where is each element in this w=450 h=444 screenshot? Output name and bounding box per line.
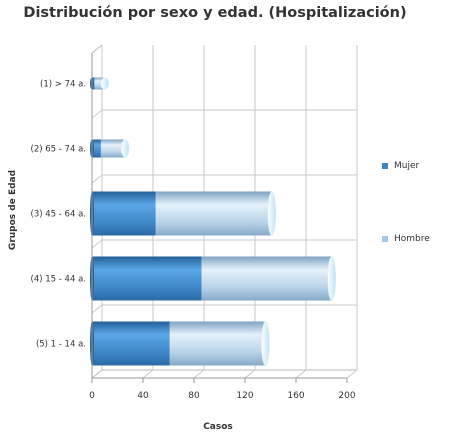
gridline-y-depth xyxy=(91,239,103,249)
gridline-floor xyxy=(142,369,154,379)
y-tick-label: (2) 65 - 74 a. xyxy=(31,145,86,155)
bar-end-cap xyxy=(327,256,336,301)
gridline-floor xyxy=(295,369,307,379)
x-tick-label: 40 xyxy=(137,391,149,401)
bar-hombre xyxy=(169,321,266,366)
bar-end-cap xyxy=(120,139,130,158)
x-tick-label: 0 xyxy=(89,391,95,401)
bar-hombre xyxy=(100,139,126,158)
gridline-floor xyxy=(91,369,103,379)
bar-mujer xyxy=(92,139,101,158)
legend-swatch-hombre xyxy=(382,236,388,242)
bar-mujer xyxy=(92,191,156,236)
y-tick-label: (5) 1 - 14 a. xyxy=(36,340,86,350)
bar-hombre xyxy=(201,256,332,301)
x-axis-title: Casos xyxy=(203,422,233,432)
x-tick-label: 160 xyxy=(287,391,304,401)
bar-end-cap xyxy=(267,191,277,236)
bar-end-cap xyxy=(261,321,270,366)
x-tick-label: 120 xyxy=(236,391,253,401)
depth-edge xyxy=(91,44,103,54)
bar-mujer xyxy=(92,321,170,366)
x-tick-label: 200 xyxy=(338,391,355,401)
bars xyxy=(90,77,336,366)
gridline-y-depth xyxy=(91,304,103,314)
axes: 0 40 80 120 160 200 (1) > 74 a. (2) 65 - 74 a. (… xyxy=(31,53,356,401)
x-tick-label: 80 xyxy=(188,391,200,401)
bar-end-cap xyxy=(100,77,109,90)
bar-hombre xyxy=(94,77,105,90)
gridline-y-depth xyxy=(91,174,103,184)
legend-swatch-mujer xyxy=(382,163,388,169)
bar-mujer xyxy=(92,256,202,301)
gridline-y-depth xyxy=(91,109,103,119)
y-tick-label: (3) 45 - 64 a. xyxy=(31,210,86,220)
y-tick-label: (1) > 74 a. xyxy=(40,80,86,90)
gridline-floor xyxy=(346,369,358,379)
chart-title: Distribución por sexo y edad. (Hospitali… xyxy=(23,5,407,21)
gridline-floor xyxy=(193,369,205,379)
y-axis-title: Grupos de Edad xyxy=(8,170,18,250)
y-tick-label: (4) 15 - 44 a. xyxy=(31,275,86,285)
bar-hombre xyxy=(155,191,272,236)
legend-label-mujer: Mujer xyxy=(394,161,420,171)
gridline-floor xyxy=(244,369,256,379)
legend-label-hombre: Hombre xyxy=(394,234,430,244)
